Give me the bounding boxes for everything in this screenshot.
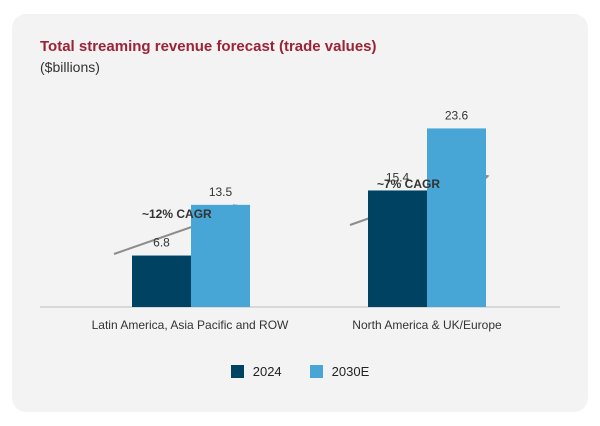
category-label-2: North America & UK/Europe (352, 318, 502, 332)
legend-label-2030e: 2030E (331, 364, 370, 379)
bar-2024-cat1 (132, 255, 191, 307)
data-label-2030e-cat1: 13.5 (209, 185, 233, 199)
cagr-annotation-1: ~12% CAGR (142, 207, 212, 221)
chart-subtitle: ($billions) (40, 59, 100, 75)
cagr-annotation-2: ~7% CAGR (377, 177, 440, 191)
bar-2030e-cat1 (191, 204, 250, 307)
legend: 2024 2030E (0, 364, 600, 379)
bar-2024-cat2 (368, 190, 427, 307)
legend-swatch-2024 (230, 365, 244, 378)
category-label-1: Latin America, Asia Pacific and ROW (92, 318, 289, 332)
data-label-2030e-cat2: 23.6 (445, 108, 469, 122)
legend-item-2024: 2024 (230, 364, 282, 379)
chart-card (12, 14, 588, 412)
legend-item-2030e: 2030E (309, 364, 370, 379)
bar-2030e-cat2 (427, 128, 486, 307)
legend-swatch-2030e (309, 365, 323, 378)
legend-label-2024: 2024 (252, 364, 282, 379)
chart-title: Total streaming revenue forecast (trade … (40, 38, 377, 55)
data-label-2024-cat1: 6.8 (153, 236, 170, 250)
data-label-2024-cat2: 15.4 (386, 170, 410, 184)
